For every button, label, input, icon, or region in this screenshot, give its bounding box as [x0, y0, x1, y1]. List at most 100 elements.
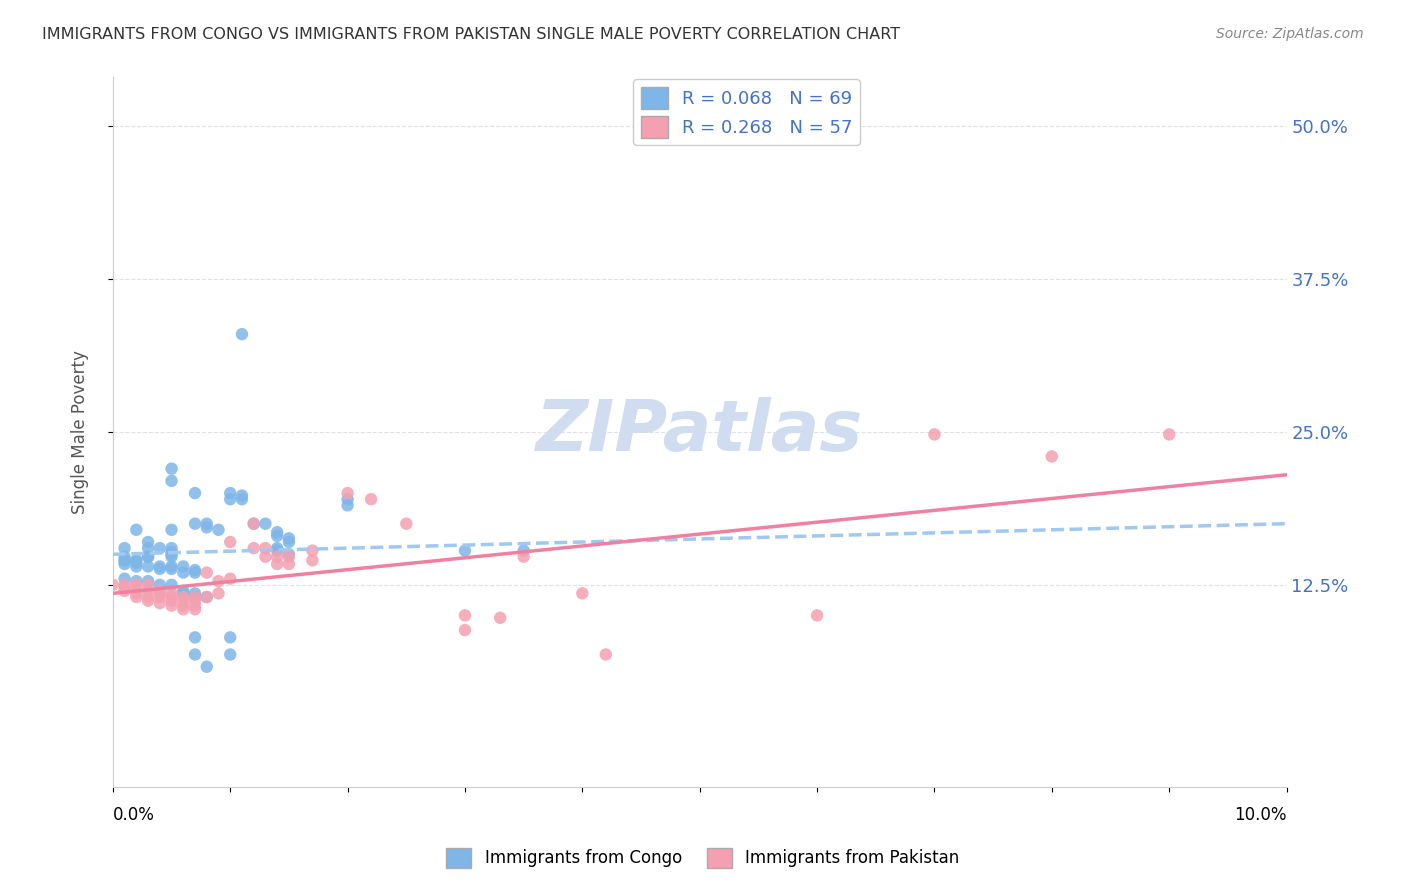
Point [184, 486, 207, 500]
Point [184, 593, 207, 607]
Point [231, 492, 253, 507]
Point [277, 549, 299, 564]
Point [125, 556, 148, 570]
Point [595, 648, 617, 662]
Point [114, 553, 136, 567]
Point [301, 543, 323, 558]
Point [125, 523, 148, 537]
Point [1159, 427, 1181, 442]
Point [184, 590, 207, 604]
Point [172, 599, 194, 613]
Point [254, 549, 277, 564]
Point [114, 578, 136, 592]
Point [454, 623, 477, 637]
Point [184, 648, 207, 662]
Point [136, 541, 159, 555]
Point [160, 541, 183, 555]
Point [125, 586, 148, 600]
Text: 10.0%: 10.0% [1234, 806, 1286, 824]
Point [219, 648, 242, 662]
Point [454, 608, 477, 623]
Point [184, 599, 207, 613]
Point [277, 535, 299, 549]
Point [512, 549, 534, 564]
Point [277, 532, 299, 546]
Point [195, 590, 218, 604]
Legend: Immigrants from Congo, Immigrants from Pakistan: Immigrants from Congo, Immigrants from P… [440, 841, 966, 875]
Point [125, 574, 148, 589]
Point [195, 520, 218, 534]
Point [266, 529, 288, 543]
Point [195, 566, 218, 580]
Point [219, 535, 242, 549]
Point [336, 486, 359, 500]
Point [114, 582, 136, 596]
Point [114, 549, 136, 564]
Point [266, 541, 288, 555]
Point [136, 593, 159, 607]
Point [266, 557, 288, 571]
Point [242, 516, 264, 531]
Point [160, 549, 183, 564]
Point [160, 599, 183, 613]
Point [160, 559, 183, 574]
Point [336, 499, 359, 513]
Point [360, 492, 382, 507]
Point [114, 557, 136, 571]
Legend: R = 0.068   N = 69, R = 0.268   N = 57: R = 0.068 N = 69, R = 0.268 N = 57 [634, 79, 860, 145]
Point [172, 583, 194, 598]
Point [219, 631, 242, 645]
Point [195, 516, 218, 531]
Point [184, 516, 207, 531]
Point [231, 489, 253, 503]
Point [172, 559, 194, 574]
Point [266, 549, 288, 564]
Point [277, 547, 299, 561]
Point [136, 590, 159, 604]
Point [207, 586, 229, 600]
Point [172, 602, 194, 616]
Point [136, 578, 159, 592]
Point [160, 586, 183, 600]
Point [149, 562, 172, 576]
Point [571, 586, 593, 600]
Point [101, 578, 124, 592]
Point [219, 486, 242, 500]
Point [172, 590, 194, 604]
Point [160, 461, 183, 475]
Point [242, 541, 264, 555]
Point [454, 543, 477, 558]
Point [184, 586, 207, 600]
Point [149, 583, 172, 598]
Point [149, 559, 172, 574]
Point [136, 549, 159, 564]
Point [125, 590, 148, 604]
Point [149, 596, 172, 610]
Point [149, 590, 172, 604]
Point [254, 541, 277, 555]
Point [266, 525, 288, 540]
Point [125, 582, 148, 596]
Point [125, 553, 148, 567]
Point [395, 516, 418, 531]
Point [219, 492, 242, 507]
Point [195, 659, 218, 673]
Point [136, 549, 159, 564]
Y-axis label: Single Male Poverty: Single Male Poverty [72, 350, 89, 514]
Point [184, 631, 207, 645]
Point [184, 566, 207, 580]
Text: Source: ZipAtlas.com: Source: ZipAtlas.com [1216, 27, 1364, 41]
Point [125, 578, 148, 592]
Point [125, 553, 148, 567]
Point [336, 492, 359, 507]
Point [114, 553, 136, 567]
Point [172, 593, 194, 607]
Text: 0.0%: 0.0% [112, 806, 155, 824]
Point [125, 559, 148, 574]
Point [136, 574, 159, 589]
Point [277, 557, 299, 571]
Point [806, 608, 828, 623]
Point [1040, 450, 1063, 464]
Point [254, 516, 277, 531]
Point [231, 327, 253, 342]
